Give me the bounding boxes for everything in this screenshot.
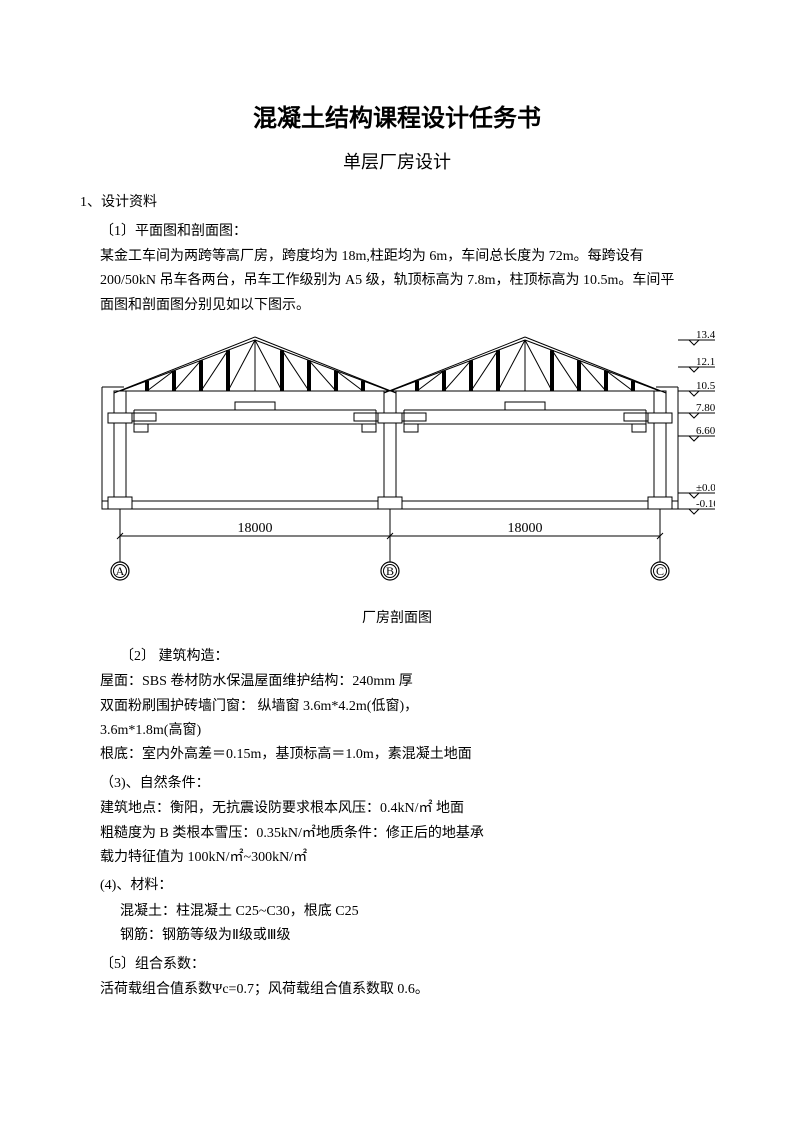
svg-text:7.800: 7.800	[696, 402, 715, 414]
cross-section-figure: 13.445 12.150 10.500 7.800 6.600 ±0.000 -0.100…	[80, 331, 715, 599]
section-1-4-head: (4)、材料：	[80, 875, 714, 897]
paragraph: 混凝土：柱混凝土 C25~C30，根底 C25	[80, 901, 714, 923]
paragraph: 活荷载组合值系数Ψc=0.7；风荷载组合值系数取 0.6。	[80, 979, 714, 1001]
paragraph: 建筑地点：衡阳，无抗震设防要求根本风压：0.4kN/㎡ 地面	[80, 798, 714, 820]
paragraph: 200/50kN 吊车各两台，吊车工作级别为 A5 级，轨顶标高为 7.8m，柱…	[80, 270, 714, 292]
svg-text:B: B	[386, 564, 394, 578]
paragraph: 屋面：SBS 卷材防水保温屋面维护结构：240mm 厚	[80, 671, 714, 693]
svg-text:18000: 18000	[238, 521, 273, 536]
svg-text:±0.000: ±0.000	[696, 482, 715, 494]
paragraph: 载力特征值为 100kN/㎡~300kN/㎡	[80, 847, 714, 869]
svg-text:10.500: 10.500	[696, 380, 715, 392]
svg-text:13.445: 13.445	[696, 331, 715, 341]
section-1-head: 1、设计资料	[80, 192, 714, 214]
doc-subtitle: 单层厂房设计	[80, 148, 714, 177]
paragraph: 某金工车间为两跨等高厂房，跨度均为 18m,柱距均为 6m，车间总长度为 72m…	[80, 246, 714, 268]
svg-text:6.600: 6.600	[696, 425, 715, 437]
paragraph: 3.6m*1.8m(高窗)	[80, 720, 714, 742]
cross-section-svg: 13.445 12.150 10.500 7.800 6.600 ±0.000 -0.100…	[80, 331, 715, 591]
section-1-5-head: 〔5〕组合系数：	[80, 954, 714, 976]
paragraph: 粗糙度为 B 类根本雪压：0.35kN/㎡地质条件：修正后的地基承	[80, 823, 714, 845]
paragraph: 双面粉刷围护砖墙门窗： 纵墙窗 3.6m*4.2m(低窗)，	[80, 696, 714, 718]
doc-title: 混凝土结构课程设计任务书	[80, 100, 714, 138]
section-1-1-head: 〔1〕平面图和剖面图：	[80, 221, 714, 243]
section-1-2-head: 〔2〕 建筑构造：	[80, 646, 714, 668]
svg-text:12.150: 12.150	[696, 356, 715, 368]
section-1-3-head: （3)、自然条件：	[80, 773, 714, 795]
svg-text:-0.100: -0.100	[696, 498, 715, 510]
svg-text:A: A	[116, 564, 125, 578]
paragraph: 钢筋：钢筋等级为Ⅱ级或Ⅲ级	[80, 925, 714, 947]
figure-caption: 厂房剖面图	[80, 608, 714, 630]
svg-text:C: C	[656, 564, 664, 578]
svg-text:18000: 18000	[508, 521, 543, 536]
paragraph: 面图和剖面图分别见如以下图示。	[80, 295, 714, 317]
paragraph: 根底：室内外高差＝0.15m，基顶标高＝1.0m，素混凝土地面	[80, 744, 714, 766]
